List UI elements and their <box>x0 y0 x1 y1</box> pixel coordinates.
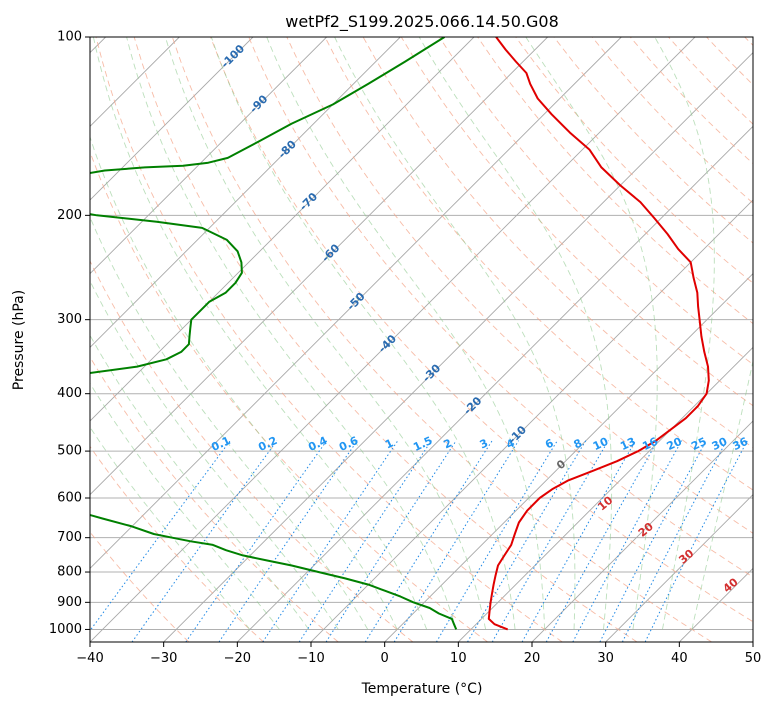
x-tick-label: −10 <box>297 651 324 666</box>
dry-adiabat-line <box>171 37 712 642</box>
moist-adiabat-line <box>90 334 310 630</box>
y-tick-label: 500 <box>57 444 82 459</box>
mixing-ratio-line <box>467 440 587 642</box>
moist-adiabat-line <box>90 382 280 630</box>
mixing-ratio-label: 36 <box>731 435 751 453</box>
mixing-ratio-line <box>521 440 637 642</box>
mixing-ratio-label: 13 <box>618 435 637 453</box>
x-tick-label: −40 <box>76 651 103 666</box>
plot-background <box>90 37 753 642</box>
x-tick-label: 40 <box>671 651 688 666</box>
profile-lines <box>90 37 710 631</box>
mixing-ratio-line <box>325 440 457 642</box>
x-tick-label: 10 <box>450 651 467 666</box>
moist-adiabat-line <box>164 37 487 630</box>
moist-adiabat-line <box>210 37 516 630</box>
y-tick-label: 800 <box>57 565 82 580</box>
y-tick-label: 900 <box>57 595 82 610</box>
moist-adiabat-line <box>92 37 428 630</box>
moist-adiabat-line <box>654 37 715 630</box>
dry-adiabat-line <box>90 259 414 642</box>
y-tick-label: 600 <box>57 491 82 506</box>
mixing-ratio-label: 25 <box>689 435 708 453</box>
y-tick-label: 300 <box>57 312 82 327</box>
dry-adiabat-line <box>286 37 753 534</box>
y-axis-label: Pressure (hPa) <box>11 290 27 390</box>
isotherm-line <box>90 37 254 201</box>
moist-adiabat-line <box>90 279 339 630</box>
x-tick-label: −30 <box>150 651 177 666</box>
chart-title: wetPf2_S199.2025.066.14.50.G08 <box>285 12 559 32</box>
isotherm-line <box>163 52 753 642</box>
x-tick-label: 50 <box>745 651 762 666</box>
isotherm-line <box>90 37 327 275</box>
x-axis-label: Temperature (°C) <box>361 681 483 697</box>
isotherm-line <box>752 641 753 642</box>
moist-adiabat-line <box>525 37 658 630</box>
dry-adiabat-line <box>324 37 753 491</box>
plot-frame <box>89 36 754 643</box>
dry-adiabat-line <box>95 37 563 642</box>
dry-adiabat-line <box>248 37 753 578</box>
mixing-ratio-line <box>364 440 493 642</box>
mixing-ratio-label: 20 <box>665 435 685 453</box>
x-axis-ticks: −40 −30 −20 −10 0 10 20 30 40 50 <box>76 642 761 666</box>
mixing-ratio-line <box>90 440 231 632</box>
moist-adiabat-line <box>691 359 753 630</box>
isotherm-line <box>90 37 548 496</box>
mixing-ratio-line <box>393 440 520 642</box>
mixing-ratio-line <box>545 440 659 642</box>
mixing-ratio-line <box>131 440 278 642</box>
temperature-profile-line <box>487 37 710 631</box>
dry-adiabat-line <box>90 445 264 642</box>
isotherm-line <box>90 37 475 422</box>
mixing-ratio-line <box>185 440 328 642</box>
dry-adiabat-line <box>90 356 339 642</box>
isotherm-line <box>458 346 753 642</box>
y-tick-label: 200 <box>57 208 82 223</box>
dry-adiabat-line <box>210 37 753 623</box>
moist-adiabat-line <box>90 135 398 630</box>
mixing-ratio-line <box>572 440 683 642</box>
x-tick-label: 30 <box>597 651 614 666</box>
x-tick-label: −20 <box>224 651 251 666</box>
y-tick-label: 700 <box>57 530 82 545</box>
mixing-ratio-line <box>262 440 399 642</box>
mixing-ratio-label: 30 <box>710 435 730 453</box>
moist-adiabat-line <box>266 37 546 630</box>
mixing-ratio-line <box>644 440 748 642</box>
dry-adiabat-line <box>515 37 753 284</box>
isotherm-line <box>90 37 401 348</box>
moist-adiabat-line <box>334 37 576 630</box>
isotherm-line <box>605 494 753 642</box>
moist-adiabat-line <box>90 426 251 630</box>
isotherm-line <box>384 273 753 642</box>
y-tick-label: 400 <box>57 386 82 401</box>
background-lines <box>90 37 753 642</box>
x-tick-label: 0 <box>381 651 389 666</box>
dewpoint-profile-line <box>90 37 458 630</box>
x-tick-label: 20 <box>524 651 541 666</box>
mixing-ratio-line <box>298 440 432 642</box>
mixing-ratio-label: 10 <box>591 435 611 453</box>
moist-adiabat-line <box>90 216 369 630</box>
isotherm-line <box>237 125 753 642</box>
mixing-ratio-label: 16 <box>640 435 660 453</box>
y-tick-label: 1000 <box>49 622 82 637</box>
moist-adiabat-line <box>418 37 613 630</box>
isotherm-line <box>90 37 622 569</box>
y-tick-label: 100 <box>57 30 82 45</box>
moist-adiabat-line <box>126 37 457 630</box>
y-axis-ticks: 100 200 300 400 500 600 700 800 900 1000 <box>49 30 90 637</box>
isotherm-line <box>531 420 753 642</box>
mixing-ratio-line <box>491 440 609 642</box>
